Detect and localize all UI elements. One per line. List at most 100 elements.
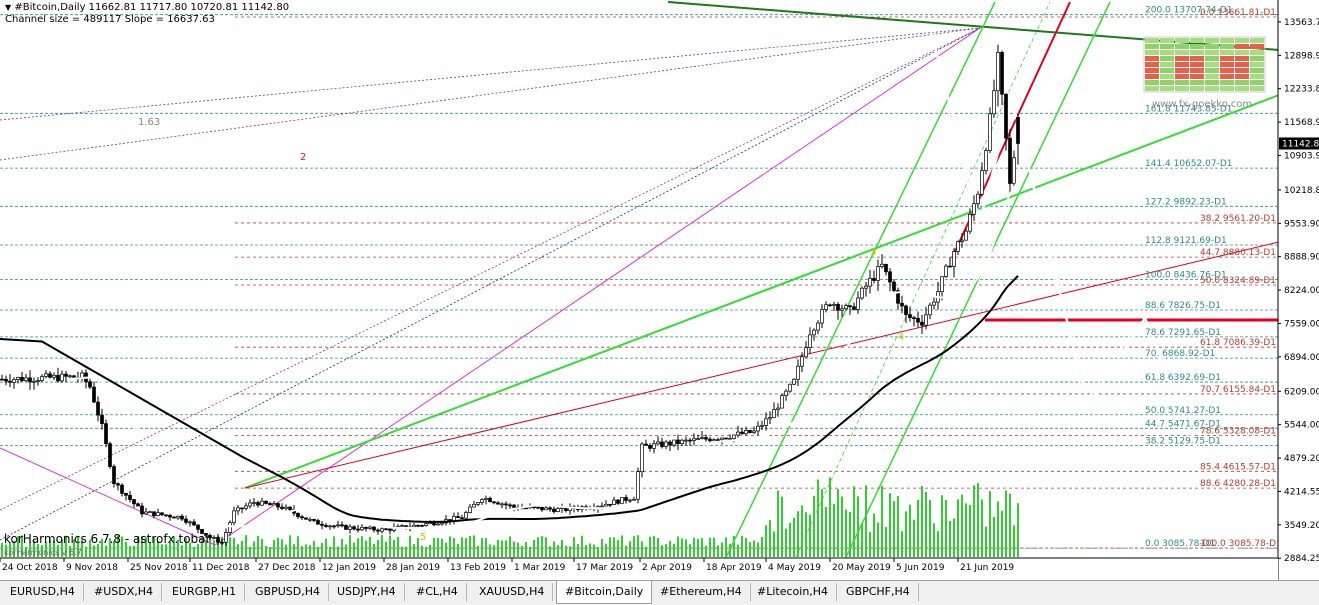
- volume-bar: [125, 541, 127, 557]
- y-tick-label: 11568.9: [1284, 118, 1319, 128]
- candle-body: [8, 380, 12, 383]
- volume-bar: [745, 537, 747, 557]
- meter-cell: [1250, 86, 1264, 91]
- meter-cell: [1220, 44, 1234, 49]
- volume-bar: [633, 536, 635, 557]
- tab-ethereum-h4[interactable]: #Ethereum,H4: [652, 583, 751, 601]
- tab-eurgbp-h1[interactable]: EURGBP,H1: [164, 583, 246, 601]
- meter-cell: [1205, 56, 1219, 61]
- volume-bar: [661, 545, 663, 557]
- tab-eurusd-h4[interactable]: EURUSD,H4: [2, 583, 84, 601]
- meter-cell: [1190, 86, 1204, 91]
- candle-body: [456, 516, 460, 519]
- volume-bar: [413, 544, 415, 557]
- volume-bar: [749, 542, 751, 557]
- fib-label-left: 38.2 5129.75-D1: [1145, 436, 1221, 446]
- volume-bar: [5, 544, 7, 557]
- candle-body: [796, 365, 800, 380]
- x-tick-label: 21 Jun 2019: [960, 563, 1014, 573]
- candle-body: [616, 499, 620, 504]
- tab-gbpusd-h4[interactable]: GBPUSD,H4: [247, 583, 329, 601]
- fib-label-left: 88.6 7826.75-D1: [1145, 301, 1221, 311]
- volume-bar: [57, 544, 59, 557]
- triangle-down-icon: ▼: [5, 3, 12, 12]
- candle-body: [160, 512, 164, 516]
- candle-body: [828, 304, 832, 307]
- volume-bar: [757, 542, 759, 557]
- volume-bar: [561, 539, 563, 557]
- candle-body: [132, 499, 136, 505]
- candle-body: [844, 305, 848, 310]
- candle-body: [688, 439, 692, 442]
- candle-body: [976, 193, 980, 205]
- tab-cl-h4[interactable]: #CL,H4: [408, 583, 467, 601]
- volume-bar: [129, 546, 131, 557]
- tab-gbpchf-h4[interactable]: GBPCHF,H4: [838, 583, 919, 601]
- x-tick-label: 9 Nov 2018: [66, 563, 118, 573]
- volume-bar: [665, 544, 667, 557]
- volume-bar: [629, 541, 631, 557]
- maroon-dotted-line: [0, 27, 981, 161]
- candle-body: [716, 439, 720, 441]
- candle-body: [776, 407, 780, 410]
- price-chart[interactable]: 200.0 13707.74-D1 161.8 11743.85-D1 141.4 …: [0, 0, 1319, 580]
- red-trend-line: [244, 241, 1280, 489]
- fib-label-left: 44.7 5471.67-D1: [1145, 419, 1221, 429]
- meter-frame: [1143, 36, 1266, 93]
- candle-body: [652, 443, 656, 449]
- volume-bar: [105, 545, 107, 557]
- volume-bar: [269, 546, 271, 557]
- candle-body: [476, 502, 480, 505]
- volume-bar: [397, 536, 399, 557]
- meter-cell: [1250, 56, 1264, 61]
- volume-bar: [141, 536, 143, 557]
- volume-bar: [389, 535, 391, 557]
- meter-cell: [1235, 62, 1249, 67]
- candle-body: [856, 297, 860, 310]
- volume-bar: [189, 542, 191, 557]
- candle-body: [552, 508, 556, 513]
- candle-body: [308, 518, 312, 521]
- volume-bar: [173, 536, 175, 557]
- tab-xauusd-h4[interactable]: XAUUSD,H4: [471, 583, 554, 601]
- fib-label-right: 78.6 5328.08-D1: [1200, 427, 1276, 437]
- meter-cell: [1235, 86, 1249, 91]
- current-price-label: 11142.8: [1282, 139, 1319, 149]
- candle-body: [24, 377, 28, 382]
- volume-bar: [473, 535, 475, 557]
- blue-dotted-line: [0, 27, 981, 121]
- volume-bar: [801, 505, 803, 557]
- meter-cell: [1250, 38, 1264, 43]
- y-tick-label: 13563.7: [1284, 18, 1319, 28]
- volume-bar: [1005, 490, 1007, 557]
- meter-cell: [1190, 56, 1204, 61]
- meter-cell: [1205, 68, 1219, 73]
- volume-bar: [213, 540, 215, 557]
- volume-bar: [437, 537, 439, 557]
- volume-bar: [909, 504, 911, 557]
- candle-body: [364, 526, 368, 529]
- candle-body: [484, 497, 488, 500]
- volume-bar: [385, 541, 387, 557]
- fib-label-right: 38.2 9561.20-D1: [1200, 214, 1276, 224]
- candle-body: [504, 503, 508, 506]
- volume-bar: [349, 535, 351, 557]
- volume-bar: [585, 545, 587, 557]
- tab-usdjpy-h4[interactable]: USDJPY,H4: [329, 583, 405, 601]
- volume-bar: [465, 538, 467, 557]
- indicator-label: korHarmonics 6.7.8 - astrofx.tobar: [4, 532, 211, 546]
- volume-bar: [133, 545, 135, 557]
- meter-cell: [1175, 56, 1189, 61]
- tab-usdx-h4[interactable]: #USDX,H4: [86, 583, 163, 601]
- fib-label-right: 100.0 3085.78-D1: [1200, 539, 1282, 549]
- volume-bar: [265, 546, 267, 557]
- y-tick-label: 5544.00: [1284, 421, 1319, 431]
- candle-body: [908, 314, 912, 318]
- meter-cell: [1220, 68, 1234, 73]
- tab-bitcoin-daily[interactable]: #Bitcoin,Daily: [556, 581, 653, 604]
- volume-bar: [949, 520, 951, 557]
- volume-bar: [933, 523, 935, 557]
- tab-litecoin-h4[interactable]: #Litecoin,H4: [749, 583, 838, 601]
- volume-bar: [513, 541, 515, 557]
- volume-bar: [509, 536, 511, 557]
